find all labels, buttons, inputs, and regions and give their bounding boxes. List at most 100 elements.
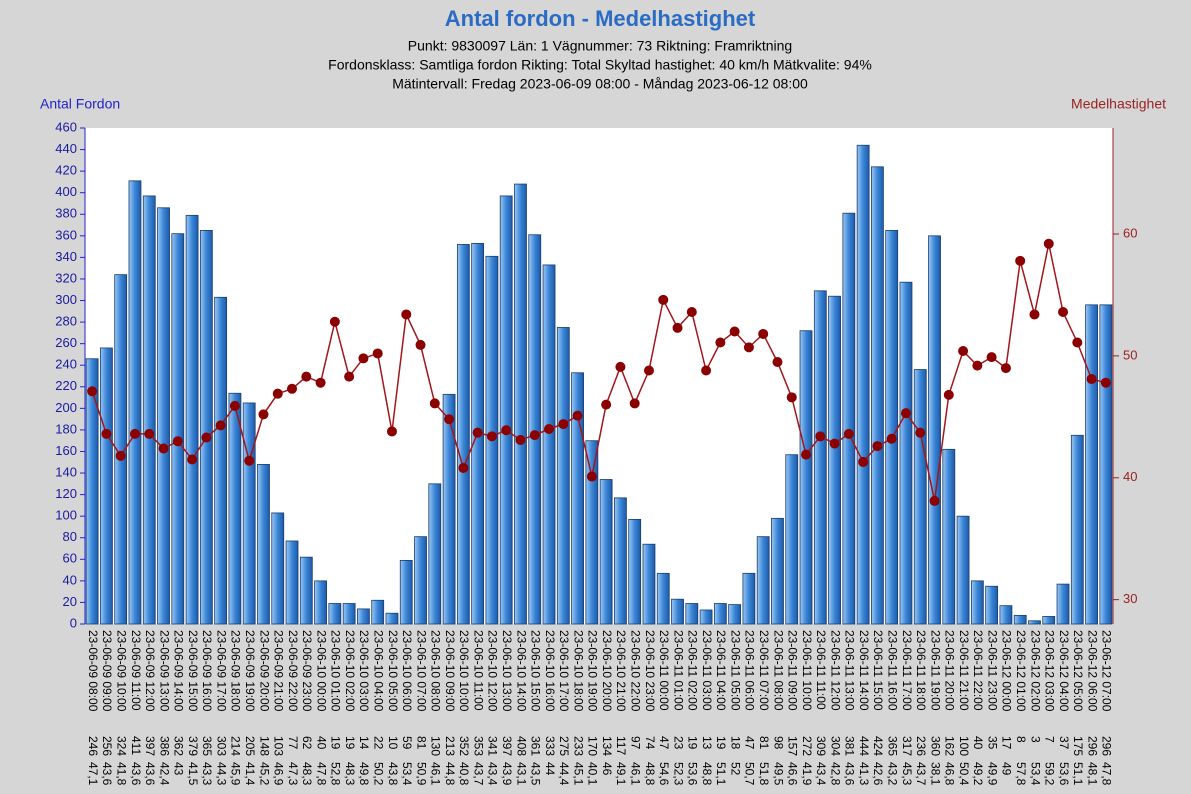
speed-marker [158, 443, 169, 454]
bar [556, 327, 570, 625]
x-tick-label: 23-06-09 18:00 [229, 630, 243, 712]
bar [428, 483, 442, 625]
bar [771, 517, 784, 625]
chart-title: Antal fordon - Medelhastighet [445, 6, 756, 31]
speed-marker [872, 441, 883, 452]
speed-label: 43,7 [471, 762, 485, 786]
x-tick-label: 23-06-09 12:00 [143, 630, 157, 712]
speed-marker [558, 419, 569, 430]
y-tick-label: 160 [55, 443, 77, 458]
speed-marker [900, 408, 911, 419]
count-label: 19 [714, 736, 728, 750]
speed-label: 53,6 [1057, 762, 1071, 786]
speed-label: 42,4 [157, 762, 171, 786]
bar [171, 233, 185, 625]
count-label: 272 [800, 736, 814, 756]
bar [799, 330, 813, 625]
speed-marker [786, 392, 797, 403]
bar [371, 599, 385, 625]
bar [1085, 304, 1098, 625]
x-tick-label: 23-06-11 01:00 [671, 630, 685, 711]
speed-marker [743, 342, 754, 353]
speed-label: 43,2 [886, 762, 900, 786]
bar [185, 214, 199, 625]
bar [842, 212, 856, 625]
bar [1099, 304, 1113, 625]
count-label: 59 [400, 736, 414, 750]
x-tick-label: 23-06-11 03:00 [700, 630, 714, 711]
speed-marker [315, 377, 326, 388]
x-tick-label: 23-06-11 11:00 [814, 630, 828, 710]
x-tick-label: 23-06-09 08:00 [86, 630, 100, 712]
count-label: 47 [657, 736, 671, 750]
x-tick-label: 23-06-10 14:00 [514, 630, 528, 712]
x-tick-label: 23-06-10 07:00 [414, 630, 428, 712]
bar [442, 393, 456, 625]
bar [100, 347, 113, 625]
count-label: 37 [1057, 736, 1071, 750]
x-tick-label: 23-06-10 02:00 [343, 630, 357, 712]
count-label: 324 [115, 736, 129, 756]
speed-label: 46,1 [629, 762, 643, 786]
speed-marker [943, 389, 954, 400]
speed-label: 43,4 [814, 762, 828, 786]
count-label: 8 [1014, 736, 1028, 743]
bar [128, 180, 142, 625]
speed-marker [815, 431, 826, 442]
speed-label: 43,1 [514, 762, 528, 786]
speed-marker [215, 420, 226, 431]
x-tick-label: 23-06-11 22:00 [971, 630, 985, 711]
speed-marker [101, 428, 112, 439]
count-label: 341 [486, 736, 500, 756]
x-tick-label: 23-06-09 14:00 [172, 630, 186, 712]
speed-marker [772, 356, 783, 367]
x-tick-label: 23-06-10 19:00 [586, 630, 600, 712]
speed-label: 52,8 [329, 762, 343, 786]
count-label: 100 [957, 736, 971, 756]
x-tick-label: 23-06-11 00:00 [657, 630, 671, 711]
count-label: 175 [1071, 736, 1085, 756]
count-label: 62 [300, 736, 314, 750]
speed-label: 49,1 [614, 762, 628, 786]
speed-marker [801, 449, 812, 460]
bar [970, 580, 984, 625]
x-tick-label: 23-06-10 06:00 [400, 630, 414, 712]
x-tick-label: 23-06-10 04:00 [372, 630, 386, 712]
count-label: 233 [571, 736, 585, 756]
x-tick-label: 23-06-11 07:00 [757, 630, 771, 711]
speed-marker [358, 353, 369, 364]
count-label: 381 [843, 736, 857, 756]
speed-marker [386, 426, 397, 437]
count-label: 81 [757, 736, 771, 750]
speed-label: 54,6 [657, 762, 671, 786]
bar [756, 536, 770, 625]
y-tick-label: 40 [63, 572, 77, 587]
speed-marker [1086, 374, 1097, 385]
speed-label: 48,8 [643, 762, 657, 786]
y-tick-label: 260 [55, 335, 77, 350]
speed-label: 47,1 [86, 762, 100, 786]
count-label: 19 [329, 736, 343, 750]
x-tick-label: 23-06-11 15:00 [871, 630, 885, 711]
x-tick-label: 23-06-12 00:00 [1000, 630, 1014, 712]
y-tick-label: 100 [55, 508, 77, 523]
bar [542, 264, 556, 625]
y-tick-label: 400 [55, 184, 77, 199]
bar [85, 358, 99, 625]
count-label: 157 [786, 736, 800, 756]
bar [928, 235, 941, 625]
bar [828, 295, 841, 625]
count-label: 19 [686, 736, 700, 750]
y-tick-label: 340 [55, 249, 77, 264]
bar [585, 440, 599, 625]
count-label: 309 [814, 736, 828, 756]
speed-marker [129, 428, 140, 439]
bar [285, 540, 299, 625]
speed-marker [329, 316, 340, 327]
count-label: 236 [914, 736, 928, 756]
speed-marker [701, 365, 712, 376]
y-tick-label: 320 [55, 270, 77, 285]
x-tick-label: 23-06-11 05:00 [728, 630, 742, 711]
speed-marker [201, 432, 212, 443]
